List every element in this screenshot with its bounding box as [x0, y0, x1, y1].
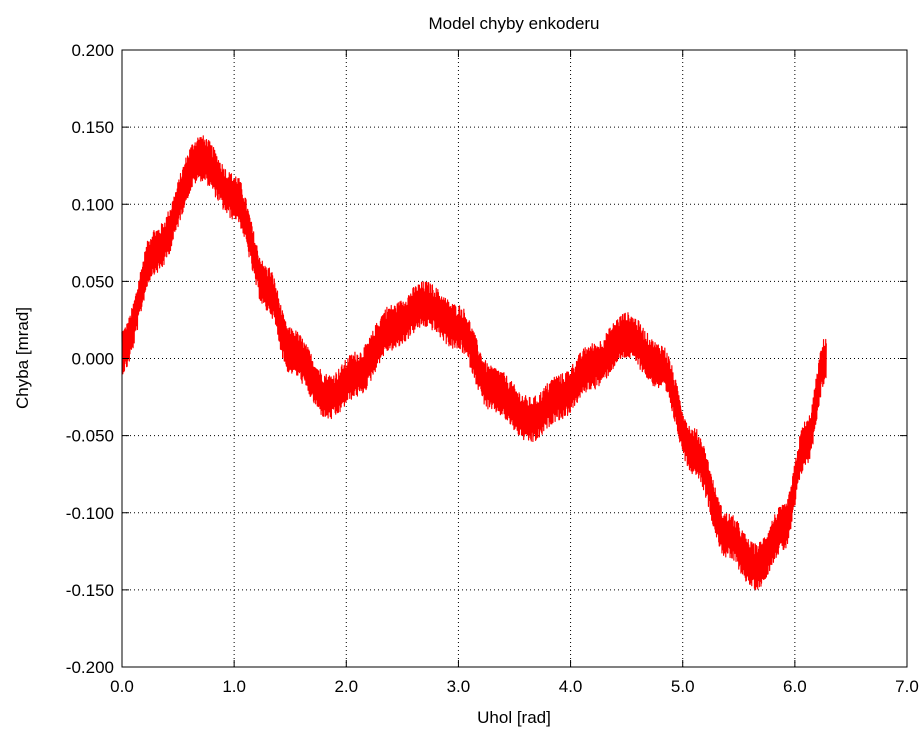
y-tick-label: 0.050 [71, 272, 114, 291]
y-tick-label: 0.200 [71, 41, 114, 60]
series-line [121, 135, 827, 591]
y-tick-label: -0.200 [66, 658, 114, 677]
x-tick-label: 3.0 [447, 677, 471, 696]
x-tick-label: 4.0 [559, 677, 583, 696]
series-layer [121, 135, 827, 591]
y-tick-label: -0.050 [66, 427, 114, 446]
y-tick-label: 0.000 [71, 350, 114, 369]
x-tick-label: 2.0 [334, 677, 358, 696]
y-tick-label: 0.100 [71, 195, 114, 214]
x-tick-label: 1.0 [222, 677, 246, 696]
y-tick-label: 0.150 [71, 118, 114, 137]
x-tick-label: 5.0 [671, 677, 695, 696]
axis-ticks [121, 49, 908, 668]
x-tick-labels: 0.0 1.0 2.0 3.0 4.0 5.0 6.0 7.0 [110, 677, 919, 696]
y-tick-labels: 0.200 0.150 0.100 0.050 0.000 -0.050 -0.100 -0.… [66, 41, 114, 677]
x-tick-label: 0.0 [110, 677, 134, 696]
y-tick-label: -0.100 [66, 504, 114, 523]
x-axis-title: Uhol [rad] [477, 708, 551, 727]
chart-title: Model chyby enkoderu [428, 14, 599, 33]
y-axis-title: Chyba [mrad] [13, 307, 32, 409]
grid-lines [122, 50, 907, 667]
x-tick-label: 6.0 [783, 677, 807, 696]
y-tick-label: -0.150 [66, 581, 114, 600]
x-tick-label: 7.0 [895, 677, 919, 696]
